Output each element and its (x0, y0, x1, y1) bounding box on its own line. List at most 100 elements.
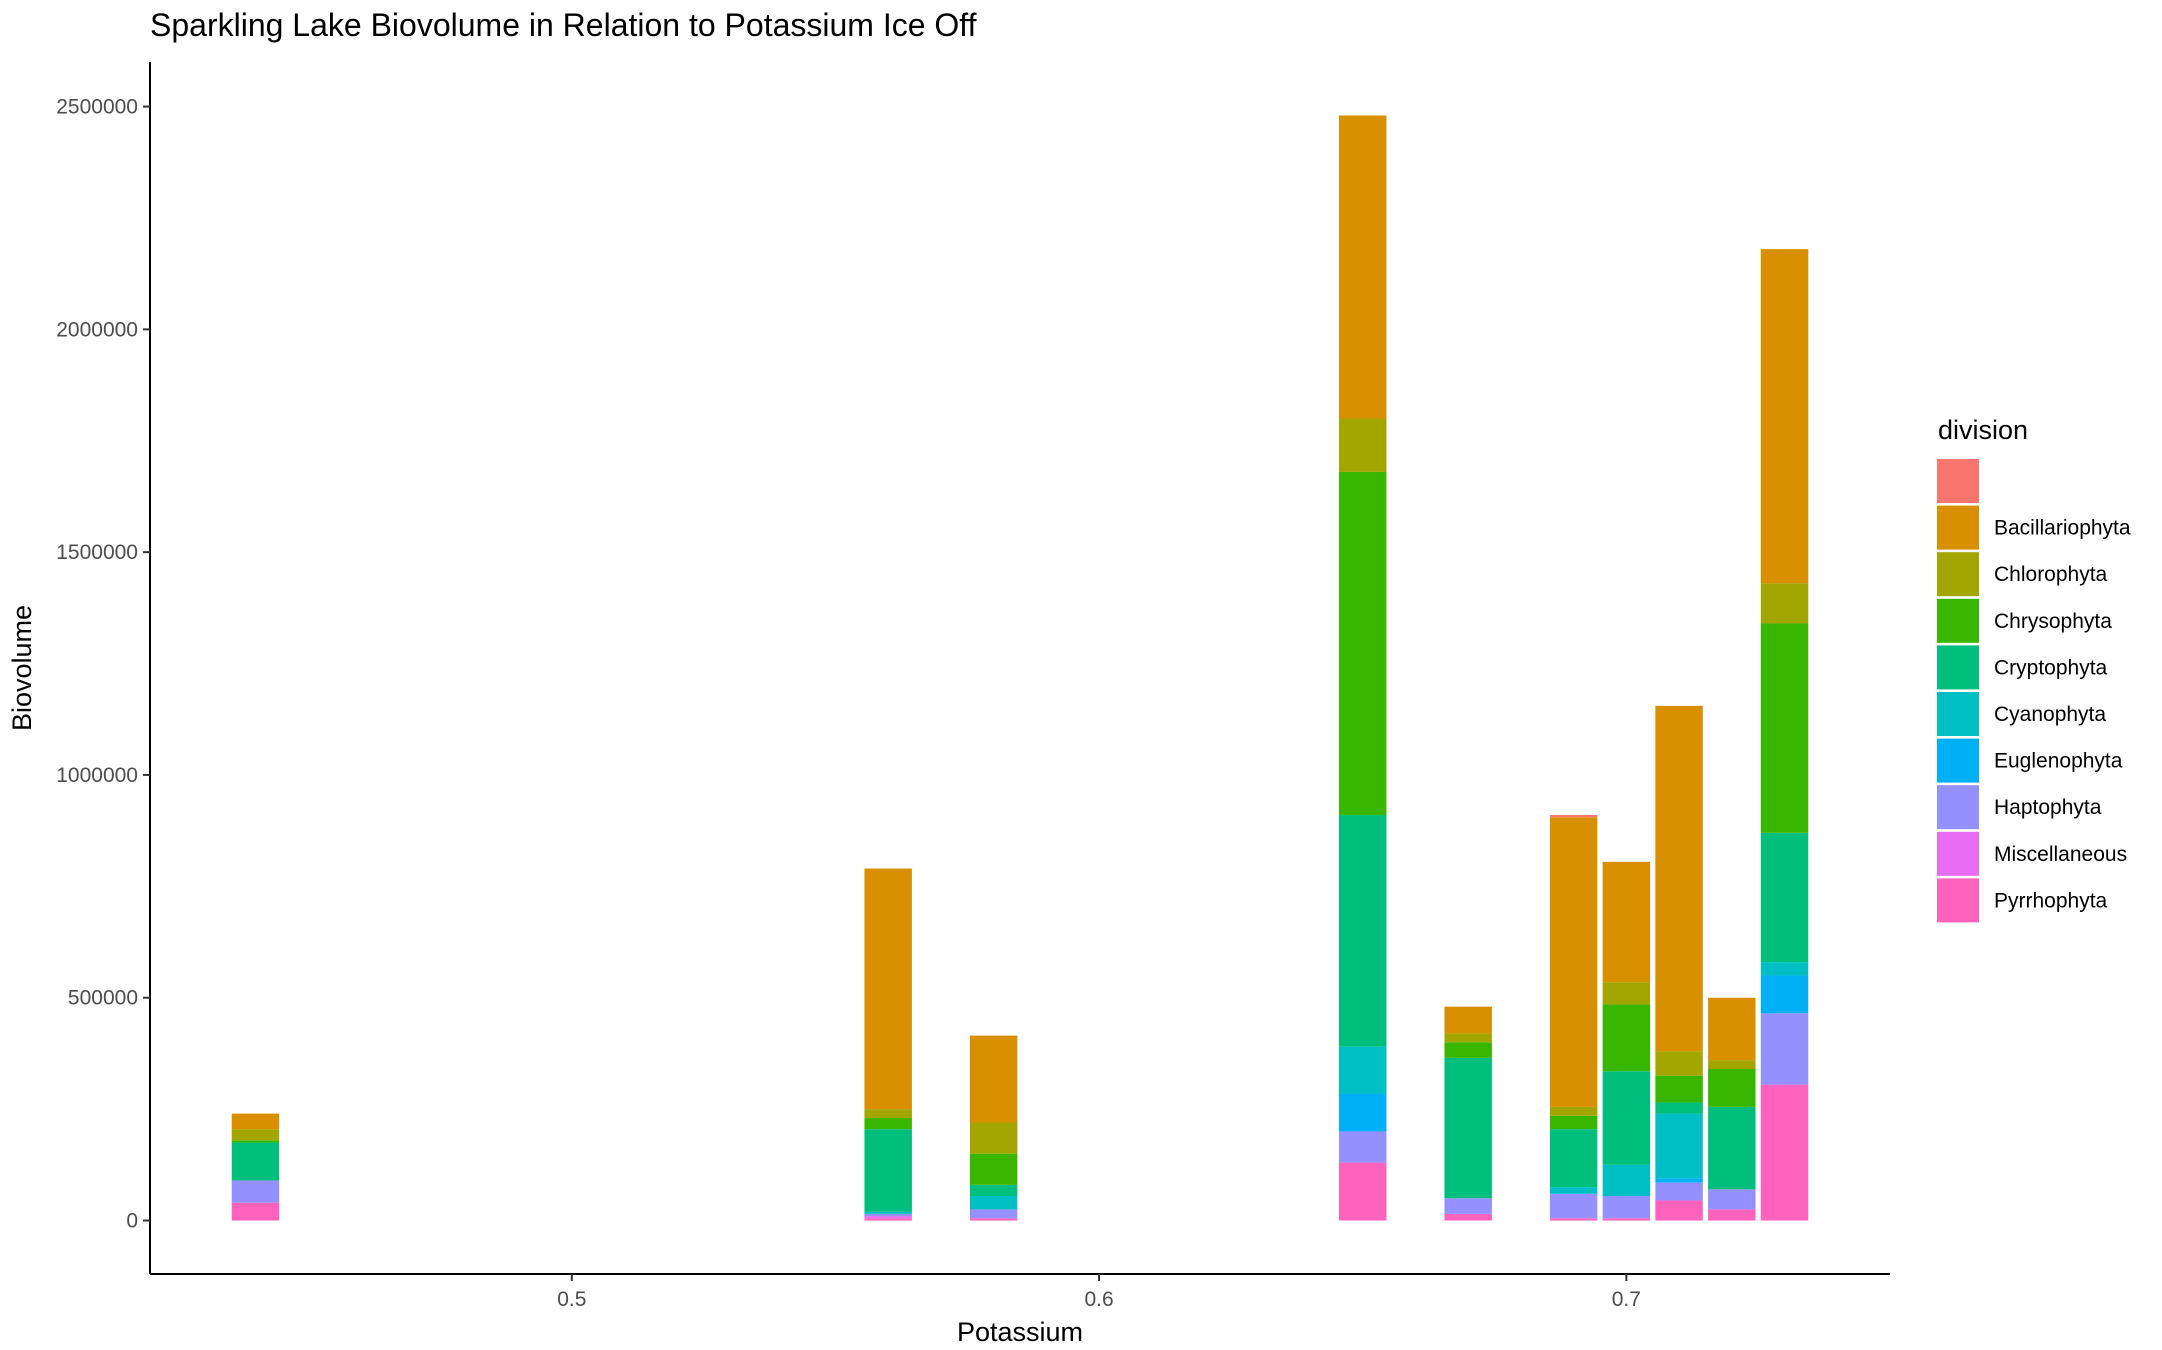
bar-segment-chlorophyta (1708, 1060, 1756, 1070)
bar-segment-pyrrhophyta (231, 1202, 280, 1221)
bar-segment-bacillariophyta (1655, 705, 1703, 1052)
bar-segment-cryptophyta (1708, 1106, 1756, 1190)
bar-segment-pyrrhophyta (969, 1218, 1018, 1221)
x-axis-ticks: 0.5 0.6 0.7 (557, 1274, 1641, 1311)
bar-stack (1655, 705, 1703, 1221)
legend-label: Chlorophyta (1994, 563, 2108, 586)
y-axis-ticks: 0 500000 1000000 1500000 2000000 2500000 (56, 96, 150, 1233)
legend-label: Chrysophyta (1994, 610, 2112, 633)
bar-segment-bacillariophyta (1760, 249, 1809, 584)
bar-segment-chrysophyta (1655, 1075, 1703, 1103)
bar-segment-cyanophyta (1339, 1046, 1387, 1094)
bar-segment-chlorophyta (969, 1122, 1018, 1154)
bar-segment-cyanophyta (1655, 1113, 1703, 1179)
legend-label: Euglenophyta (1994, 750, 2123, 773)
bar-segment-bacillariophyta (969, 1035, 1018, 1123)
bar-segment-chlorophyta (1339, 418, 1387, 472)
x-tick-label: 0.6 (1084, 1288, 1113, 1311)
y-axis-title: Biovolume (7, 605, 37, 731)
bar-segment-chrysophyta (1549, 1115, 1598, 1130)
bar-segment-chlorophyta (1549, 1106, 1598, 1116)
bar-segment-haptophyta (1708, 1189, 1756, 1210)
bar-segment-miscellaneous (864, 1216, 912, 1219)
bar-segment-pyrrhophyta (1339, 1162, 1387, 1221)
legend-key-cryptophyta (1937, 645, 1979, 690)
bar-segment-cryptophyta (1339, 815, 1387, 1047)
bar-segment-cryptophyta (1655, 1102, 1703, 1114)
x-tick-label: 0.5 (557, 1288, 586, 1311)
bar-segment-haptophyta (1549, 1193, 1598, 1219)
bar-segment-euglenophyta (1339, 1093, 1387, 1132)
bar-segment-euglenophyta (1760, 975, 1809, 1014)
bar-segment-chrysophyta (1444, 1042, 1492, 1058)
bar-segment-cryptophyta (1549, 1129, 1598, 1188)
y-tick-label: 1500000 (56, 541, 138, 564)
bars-group (231, 115, 1809, 1221)
bar-segment-bacillariophyta (1708, 997, 1756, 1061)
bar-stack (231, 1113, 280, 1221)
bar-stack (1708, 997, 1756, 1221)
bar-segment-haptophyta (1444, 1198, 1492, 1214)
bar-segment-cryptophyta (1602, 1071, 1651, 1165)
bar-segment-pyrrhophyta (1602, 1218, 1651, 1221)
bar-segment-cryptophyta (1760, 832, 1809, 963)
legend-key-chrysophyta (1937, 598, 1979, 643)
bar-segment-chrysophyta (1760, 623, 1809, 833)
bar-segment-cyanophyta (969, 1196, 1018, 1210)
bar-segment-cryptophyta (864, 1129, 912, 1212)
bar-segment-cyanophyta (1602, 1164, 1651, 1197)
bar-segment-cryptophyta (231, 1142, 280, 1181)
bar-segment-chrysophyta (969, 1153, 1018, 1185)
bar-segment-blank (1549, 815, 1598, 818)
bar-segment-cyanophyta (864, 1211, 912, 1214)
bar-segment-pyrrhophyta (1708, 1209, 1756, 1221)
legend: division Bacillariophyta Chlorophyta Chrys… (1937, 415, 2131, 923)
bar-stack (1339, 115, 1387, 1221)
bar-stack (1602, 861, 1651, 1221)
bar-stack (1444, 1006, 1492, 1221)
bar-segment-bacillariophyta (1602, 861, 1651, 983)
bar-segment-pyrrhophyta (1549, 1218, 1598, 1221)
bar-segment-chlorophyta (1655, 1051, 1703, 1076)
bar-segment-bacillariophyta (1444, 1006, 1492, 1034)
y-tick-label: 0 (126, 1210, 138, 1233)
x-axis-title: Potassium (957, 1317, 1083, 1347)
bar-segment-chlorophyta (1760, 583, 1809, 624)
bar-segment-pyrrhophyta (1655, 1200, 1703, 1221)
bar-segment-chrysophyta (1339, 471, 1387, 816)
legend-key-miscellaneous (1937, 831, 1979, 876)
legend-label: Haptophyta (1994, 796, 2102, 819)
legend-key-blank (1937, 459, 1979, 503)
bar-stack (864, 868, 912, 1221)
y-tick-label: 2000000 (56, 318, 138, 341)
bar-segment-chlorophyta (1444, 1033, 1492, 1043)
legend-entries: Bacillariophyta Chlorophyta Chrysophyta Cry… (1937, 459, 2131, 923)
bar-segment-cryptophyta (969, 1184, 1018, 1197)
bar-segment-chlorophyta (864, 1109, 912, 1119)
bar-segment-haptophyta (1339, 1131, 1387, 1163)
legend-key-bacillariophyta (1937, 505, 1979, 550)
x-tick-label: 0.7 (1612, 1288, 1641, 1311)
bar-segment-haptophyta (1760, 1013, 1809, 1085)
chart-title: Sparkling Lake Biovolume in Relation to … (150, 7, 977, 43)
legend-key-pyrrhophyta (1937, 878, 1979, 923)
bar-segment-haptophyta (969, 1209, 1018, 1219)
y-tick-label: 2500000 (56, 96, 138, 119)
bar-segment-chrysophyta (231, 1140, 280, 1143)
bar-segment-chrysophyta (1602, 1004, 1651, 1072)
legend-label: Cyanophyta (1994, 703, 2106, 726)
bar-stack (1549, 815, 1598, 1221)
bar-segment-euglenophyta (1655, 1178, 1703, 1183)
bar-segment-pyrrhophyta (1444, 1213, 1492, 1221)
bar-segment-cyanophyta (1549, 1187, 1598, 1194)
bar-segment-chrysophyta (1708, 1069, 1756, 1107)
bar-segment-haptophyta (231, 1180, 280, 1203)
bar-segment-pyrrhophyta (864, 1218, 912, 1221)
legend-key-chlorophyta (1937, 552, 1979, 597)
legend-label: Miscellaneous (1994, 843, 2127, 866)
bar-stack (969, 1035, 1018, 1221)
bar-segment-chrysophyta (864, 1118, 912, 1130)
legend-label: Pyrrhophyta (1994, 889, 2108, 912)
